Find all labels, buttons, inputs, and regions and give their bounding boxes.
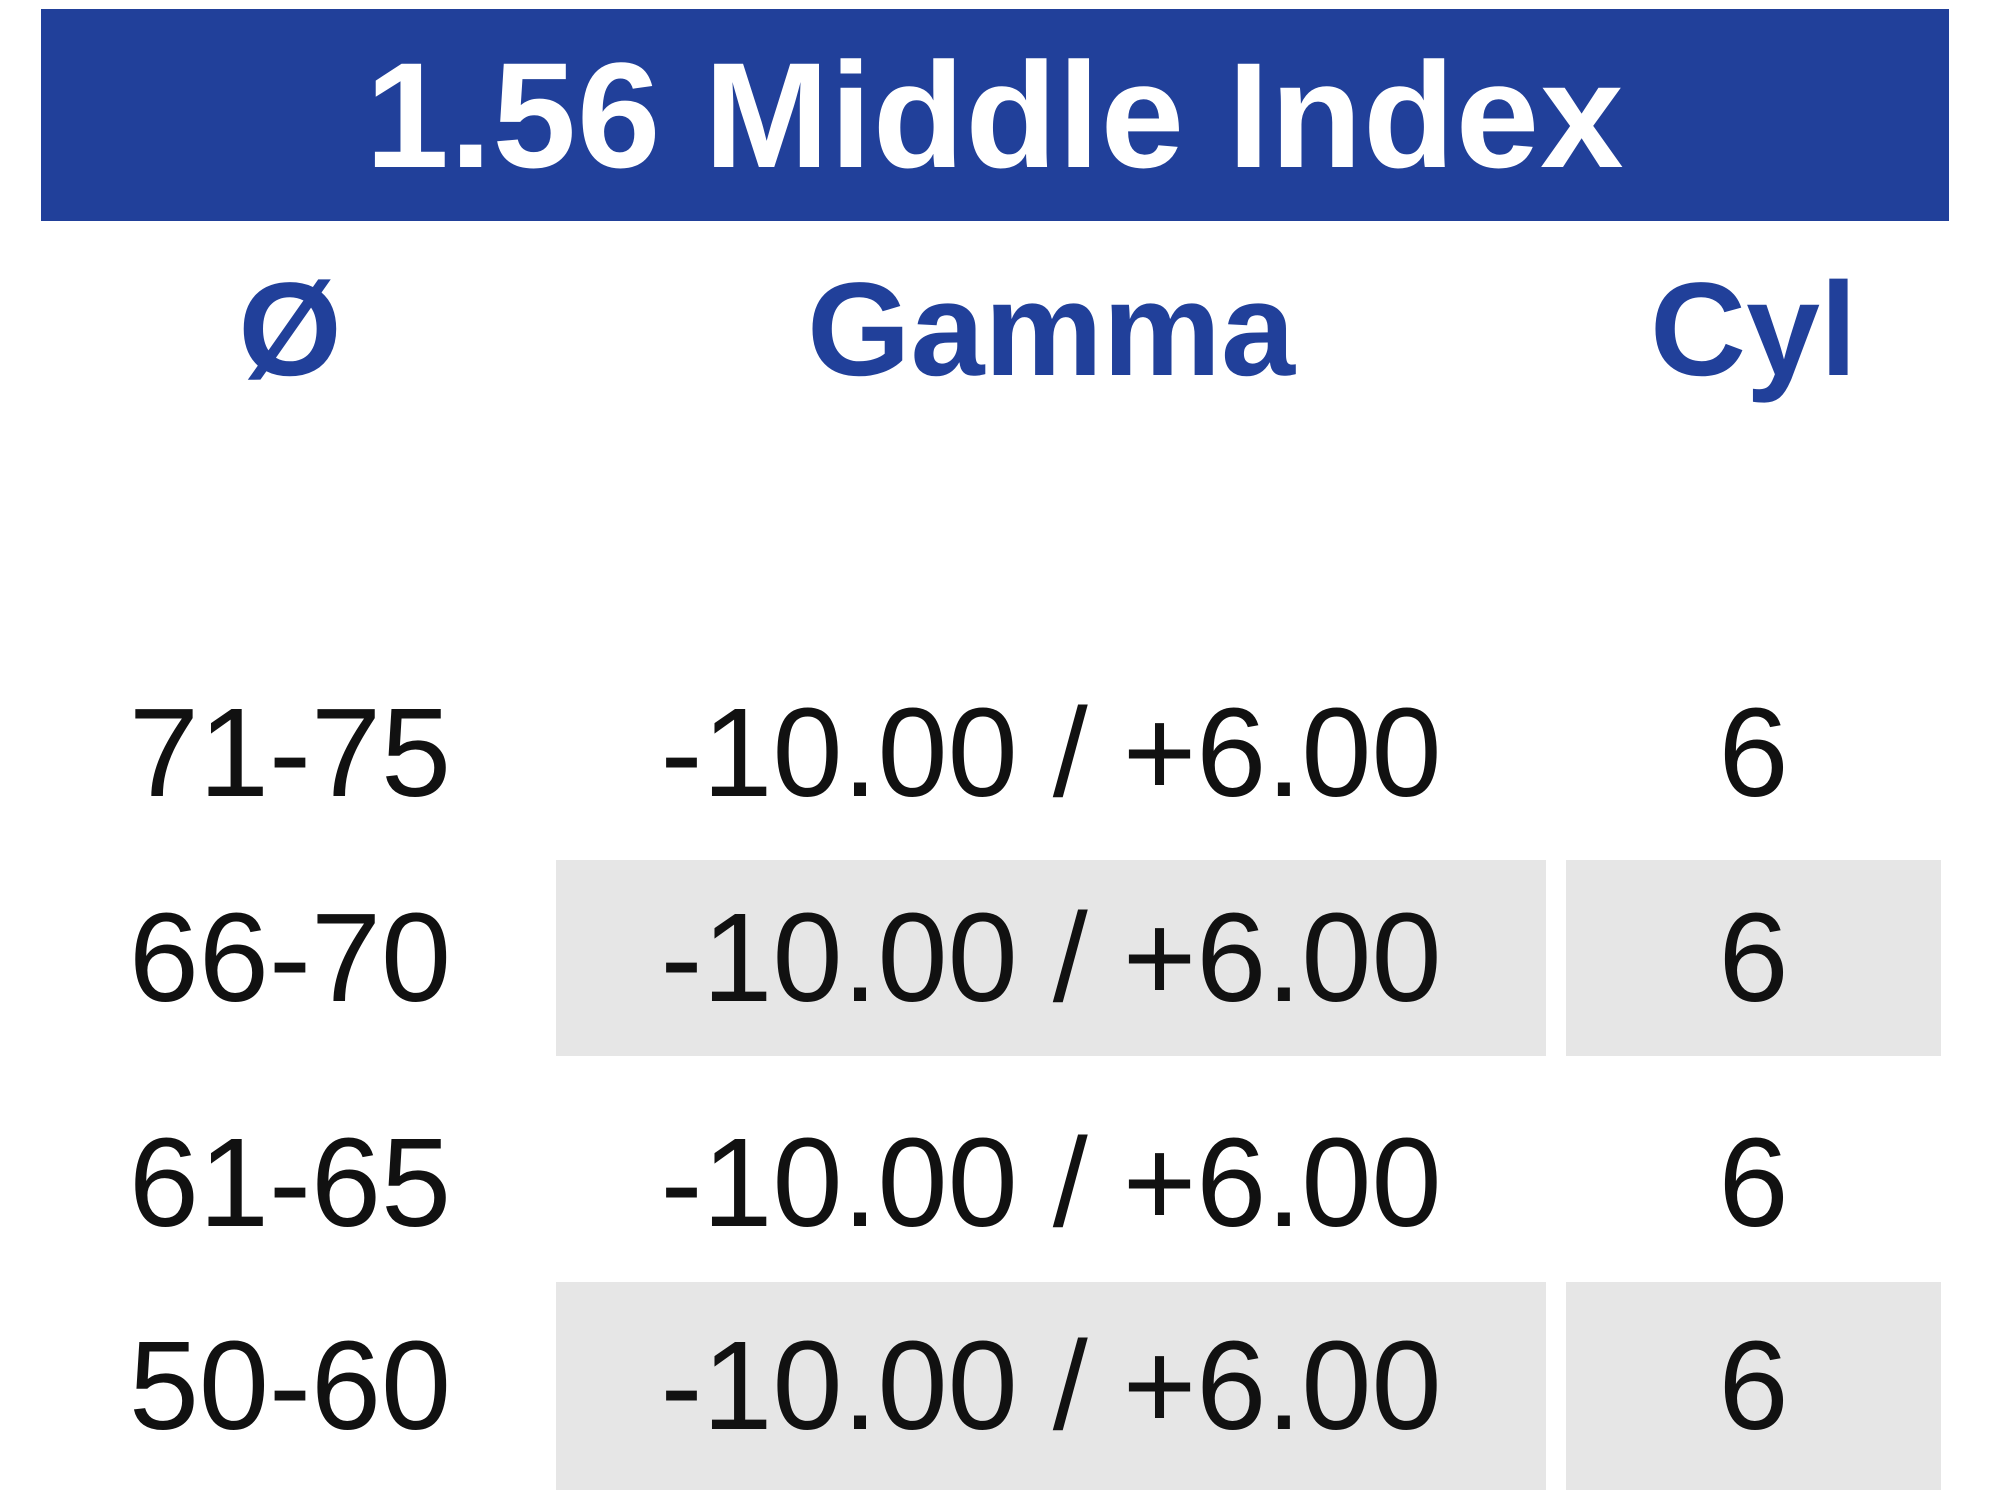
cell-gamma-range: -10.00 / +6.00 [556, 1282, 1546, 1490]
column-header-diameter: Ø [238, 255, 342, 404]
table-row: 71-75 -10.00 / +6.00 6 [0, 650, 2000, 855]
table-row: 66-70 -10.00 / +6.00 6 [0, 860, 2000, 1056]
cell-cyl-value: 6 [1718, 1111, 1789, 1253]
column-header-row: Ø Gamma Cyl [0, 240, 2000, 420]
cell-diameter: 61-65 [128, 1111, 452, 1253]
cell-cyl-value: 6 [1566, 860, 1941, 1056]
cell-diameter: 66-70 [128, 887, 452, 1028]
column-header-cyl: Cyl [1650, 255, 1857, 404]
cell-diameter: 71-75 [128, 681, 452, 823]
cell-gamma-range: -10.00 / +6.00 [660, 681, 1442, 823]
table-row: 50-60 -10.00 / +6.00 6 [0, 1282, 2000, 1490]
title-bar: 1.56 Middle Index [41, 9, 1949, 221]
cell-diameter: 50-60 [128, 1315, 452, 1456]
column-header-gamma: Gamma [807, 255, 1295, 404]
cell-cyl-value: 6 [1566, 1282, 1941, 1490]
cell-cyl-value: 6 [1718, 681, 1789, 823]
table-row: 61-65 -10.00 / +6.00 6 [0, 1080, 2000, 1285]
page-title: 1.56 Middle Index [365, 31, 1625, 199]
cell-gamma-range: -10.00 / +6.00 [660, 1111, 1442, 1253]
cell-gamma-range: -10.00 / +6.00 [556, 860, 1546, 1056]
